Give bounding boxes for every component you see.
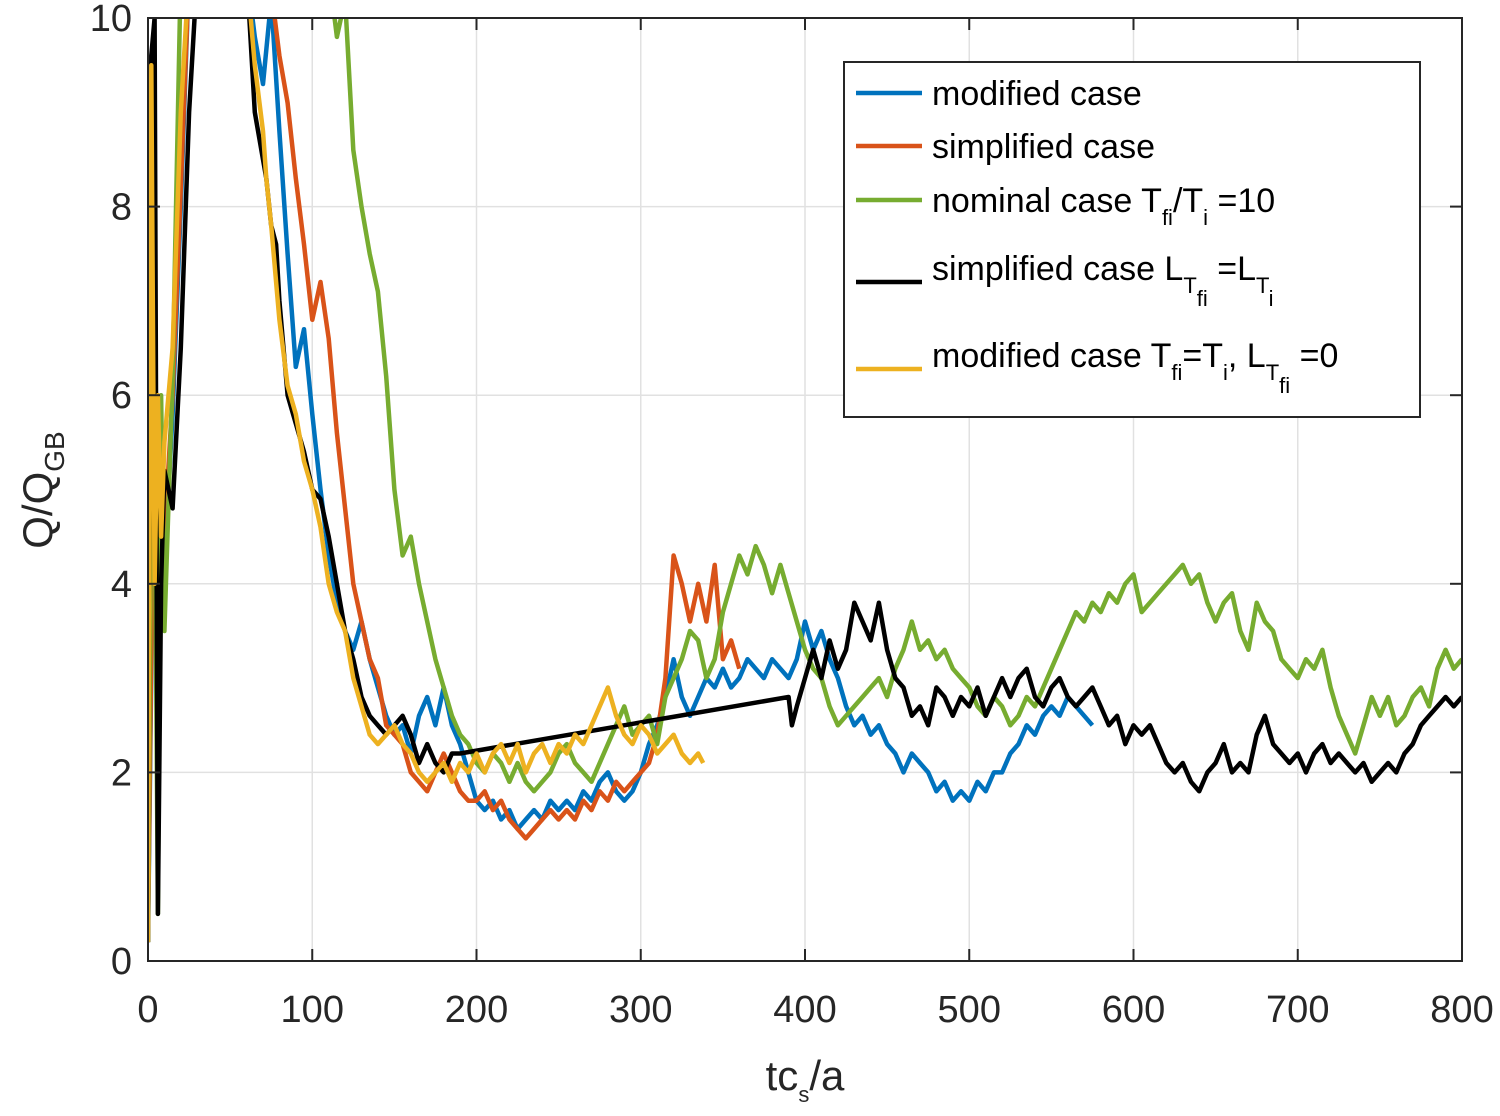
series-line-5	[148, 18, 706, 943]
legend-label-1: modified case	[932, 75, 1142, 113]
y-tick-label: 2	[111, 752, 132, 794]
x-tick-label: 600	[1102, 989, 1165, 1031]
y-tick-label: 10	[90, 0, 132, 40]
legend: modified case simplified case nominal case…	[843, 61, 1421, 418]
series-layer	[148, 18, 1462, 943]
axis-ticks	[147, 17, 1463, 962]
legend-box	[843, 61, 1421, 418]
x-tick-label: 200	[445, 989, 508, 1031]
legend-label-2: simplified case	[932, 128, 1155, 166]
y-tick-labels: 0 2 4 6 8 10	[90, 0, 132, 983]
series-line-2	[148, 18, 742, 933]
legend-label-3: nominal case Tfi/Ti =10	[932, 182, 1275, 230]
y-tick-label: 4	[111, 564, 132, 606]
y-tick-label: 0	[111, 941, 132, 983]
y-tick-label: 6	[111, 375, 132, 417]
x-tick-label: 100	[281, 989, 344, 1031]
series-line-3	[148, 18, 1462, 943]
x-tick-labels: 0 100 200 300 400 500 600 700 800	[137, 989, 1493, 1031]
y-tick-label: 8	[111, 187, 132, 229]
legend-label-5: modified case Tfi=Ti, LTfi =0	[932, 337, 1338, 398]
x-tick-label: 700	[1266, 989, 1329, 1031]
x-tick-label: 0	[137, 989, 158, 1031]
x-tick-label: 400	[773, 989, 836, 1031]
legend-label-4: simplified case LTfi =LTi	[932, 250, 1274, 311]
x-tick-label: 500	[938, 989, 1001, 1031]
x-tick-label: 800	[1430, 989, 1493, 1031]
x-axis-label: tcs/a	[766, 1052, 845, 1107]
y-axis-label: Q/QGB	[14, 431, 70, 548]
x-tick-label: 300	[609, 989, 672, 1031]
